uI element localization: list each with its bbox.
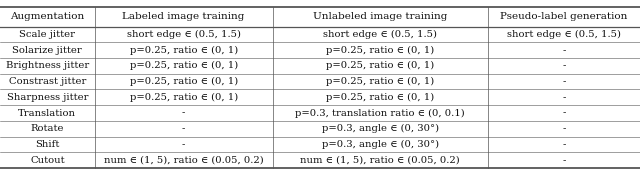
Text: Unlabeled image training: Unlabeled image training bbox=[313, 12, 447, 21]
Text: p=0.25, ratio ∈ (0, 1): p=0.25, ratio ∈ (0, 1) bbox=[129, 46, 238, 55]
Text: p=0.25, ratio ∈ (0, 1): p=0.25, ratio ∈ (0, 1) bbox=[129, 61, 238, 71]
Text: num ∈ (1, 5), ratio ∈ (0.05, 0.2): num ∈ (1, 5), ratio ∈ (0.05, 0.2) bbox=[300, 156, 460, 165]
Text: short edge ∈ (0.5, 1.5): short edge ∈ (0.5, 1.5) bbox=[323, 30, 437, 39]
Text: -: - bbox=[562, 93, 566, 102]
Text: -: - bbox=[182, 140, 186, 149]
Text: num ∈ (1, 5), ratio ∈ (0.05, 0.2): num ∈ (1, 5), ratio ∈ (0.05, 0.2) bbox=[104, 156, 264, 165]
Text: Cutout: Cutout bbox=[30, 156, 65, 165]
Text: -: - bbox=[562, 156, 566, 165]
Text: Labeled image training: Labeled image training bbox=[122, 12, 245, 21]
Text: p=0.25, ratio ∈ (0, 1): p=0.25, ratio ∈ (0, 1) bbox=[129, 93, 238, 102]
Text: -: - bbox=[562, 124, 566, 133]
Text: p=0.3, angle ∈ (0, 30°): p=0.3, angle ∈ (0, 30°) bbox=[321, 140, 439, 149]
Text: p=0.25, ratio ∈ (0, 1): p=0.25, ratio ∈ (0, 1) bbox=[129, 77, 238, 86]
Text: p=0.25, ratio ∈ (0, 1): p=0.25, ratio ∈ (0, 1) bbox=[326, 61, 435, 71]
Text: p=0.25, ratio ∈ (0, 1): p=0.25, ratio ∈ (0, 1) bbox=[326, 77, 435, 86]
Text: Translation: Translation bbox=[19, 108, 76, 118]
Text: Rotate: Rotate bbox=[31, 124, 64, 133]
Text: -: - bbox=[562, 46, 566, 55]
Text: -: - bbox=[562, 61, 566, 70]
Text: Brightness jitter: Brightness jitter bbox=[6, 61, 89, 70]
Text: -: - bbox=[562, 77, 566, 86]
Text: -: - bbox=[562, 108, 566, 118]
Text: Shift: Shift bbox=[35, 140, 60, 149]
Text: short edge ∈ (0.5, 1.5): short edge ∈ (0.5, 1.5) bbox=[127, 30, 241, 39]
Text: short edge ∈ (0.5, 1.5): short edge ∈ (0.5, 1.5) bbox=[507, 30, 621, 39]
Text: p=0.25, ratio ∈ (0, 1): p=0.25, ratio ∈ (0, 1) bbox=[326, 93, 435, 102]
Text: Augmentation: Augmentation bbox=[10, 12, 84, 21]
Text: p=0.3, angle ∈ (0, 30°): p=0.3, angle ∈ (0, 30°) bbox=[321, 124, 439, 133]
Text: Sharpness jitter: Sharpness jitter bbox=[6, 93, 88, 102]
Text: -: - bbox=[182, 124, 186, 133]
Text: Scale jitter: Scale jitter bbox=[19, 30, 76, 39]
Text: Pseudo-label generation: Pseudo-label generation bbox=[500, 12, 628, 21]
Text: p=0.25, ratio ∈ (0, 1): p=0.25, ratio ∈ (0, 1) bbox=[326, 46, 435, 55]
Text: -: - bbox=[182, 108, 186, 118]
Text: Solarize jitter: Solarize jitter bbox=[13, 46, 82, 55]
Text: Constrast jitter: Constrast jitter bbox=[9, 77, 86, 86]
Text: p=0.3, translation ratio ∈ (0, 0.1): p=0.3, translation ratio ∈ (0, 0.1) bbox=[295, 108, 465, 118]
Text: -: - bbox=[562, 140, 566, 149]
